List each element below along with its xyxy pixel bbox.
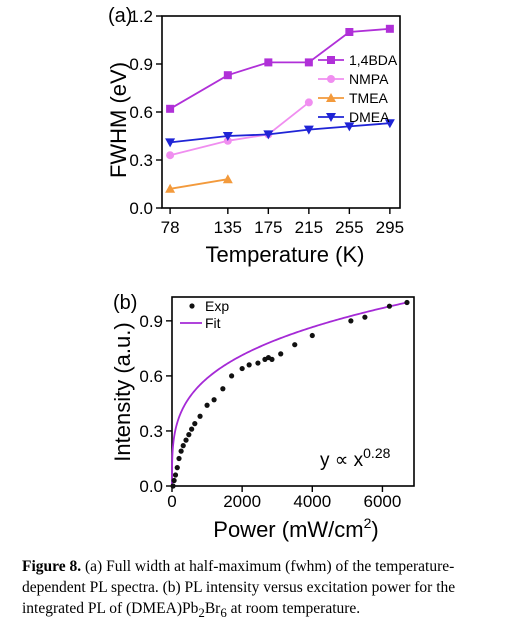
- chart-b-data-point: [348, 318, 354, 324]
- chart-b-legend-label: Fit: [205, 315, 221, 331]
- chart-b-x-tick-label: 0: [167, 492, 176, 511]
- chart-a-data-point: [166, 151, 175, 160]
- chart-a-data-point: [345, 28, 354, 36]
- caption-text: (a) Full width at half-maximum (fwhm) of…: [22, 558, 456, 617]
- chart-a-legend-label: NMPA: [349, 71, 389, 87]
- chart-b-data-point: [171, 477, 177, 484]
- chart-b-panel-label: (b): [113, 292, 137, 314]
- chart-a-data-point: [304, 98, 313, 107]
- chart-a-x-tick-label: 175: [254, 218, 282, 237]
- chart-b-data-point: [362, 314, 368, 320]
- chart-b-x-tick-label: 4000: [293, 492, 331, 511]
- chart-b-data-point: [186, 432, 192, 438]
- chart-a-legend-label: DMEA: [349, 109, 390, 125]
- chart-b-data-point: [189, 426, 195, 432]
- chart-a-x-tick-label: 295: [376, 218, 404, 237]
- chart-b-data-point: [197, 413, 203, 419]
- chart-b-data-point: [220, 386, 226, 392]
- chart-a-x-tick-label: 78: [161, 218, 180, 237]
- chart-b-y-tick-label: 0.9: [139, 312, 163, 331]
- chart-a-x-axis-label: Temperature (K): [206, 242, 365, 267]
- chart-b-data-point: [170, 483, 176, 489]
- chart-b-data-point: [174, 465, 180, 471]
- chart-a-legend-marker: [327, 56, 335, 64]
- chart-a-series-line-1: [169, 101, 310, 157]
- chart-b-data-point: [386, 303, 393, 309]
- chart-a-data-point: [223, 71, 232, 80]
- figure-caption: Figure 8. (a) Full width at half-maximum…: [22, 558, 456, 621]
- chart-b-data-point: [239, 365, 245, 372]
- chart-a: (a) Temperature (K) FWHM (eV) 78 135 175 21…: [106, 5, 404, 267]
- chart-a-data-point: [385, 24, 394, 33]
- chart-a-data-point: [165, 183, 176, 193]
- chart-a-legend-marker: [326, 93, 336, 102]
- chart-a-y-tick-label: 0.0: [129, 199, 153, 218]
- chart-a-data-point: [304, 58, 313, 67]
- chart-b-data-point: [229, 373, 235, 379]
- chart-a-series-line-0: [169, 27, 390, 110]
- chart-b-data-point: [278, 351, 284, 357]
- chart-b-data-point: [172, 472, 179, 478]
- chart-b-data-point: [292, 342, 298, 348]
- chart-b-fit-annotation: y ∝ x0.28: [320, 445, 391, 471]
- chart-b-data-point: [246, 362, 252, 368]
- chart-b-legend-marker: [189, 303, 195, 309]
- chart-b-frame: [171, 296, 415, 487]
- chart-a-data-point: [222, 132, 233, 141]
- chart-b-data-point: [309, 332, 315, 339]
- chart-a-legend-marker: [326, 113, 336, 122]
- chart-b-data-point: [404, 299, 410, 306]
- chart-b-y-tick-label: 0.0: [139, 477, 163, 496]
- chart-a-data-point: [264, 58, 273, 67]
- chart-a-data-point: [222, 174, 233, 184]
- chart-a-x-tick-label: 135: [214, 218, 242, 237]
- chart-a-data-point: [165, 138, 176, 148]
- chart-b-legend-label: Exp: [205, 298, 229, 314]
- chart-a-data-point: [166, 104, 175, 113]
- chart-a-legend-marker: [327, 75, 335, 83]
- chart-b-data-point: [178, 448, 184, 454]
- chart-a-legend-label: 1,4BDA: [349, 52, 398, 68]
- chart-a-data-point: [384, 119, 395, 129]
- chart-b-x-tick-label: 2000: [223, 492, 261, 511]
- chart-a-series-line-3: [170, 122, 390, 144]
- chart-a-y-tick-label: 1.2: [129, 7, 153, 26]
- chart-a-y-axis-label: FWHM (eV): [106, 62, 131, 178]
- chart-b-data-point: [183, 437, 189, 443]
- chart-a-panel-label: (a): [108, 5, 132, 27]
- chart-b-data-point: [204, 402, 210, 408]
- chart-b-fit-curve: [171, 301, 408, 487]
- chart-b-data-point: [255, 360, 261, 366]
- chart-a-y-tick-label: 0.3: [129, 151, 153, 170]
- chart-b: (b) Power (mW/cm2) Intensity (a.u.) 0 200…: [110, 292, 415, 542]
- chart-a-legend-label: TMEA: [349, 90, 389, 106]
- chart-a-y-tick-label: 0.6: [129, 103, 153, 122]
- chart-b-y-tick-label: 0.3: [139, 422, 163, 441]
- chart-a-data-point: [344, 122, 355, 132]
- chart-a-x-tick-label: 215: [295, 218, 323, 237]
- chart-b-data-point: [269, 356, 275, 362]
- chart-b-y-tick-label: 0.6: [139, 367, 163, 386]
- chart-b-data-point: [176, 455, 182, 462]
- chart-b-data-point: [211, 397, 217, 403]
- chart-b-data-point: [192, 421, 198, 427]
- chart-b-x-axis-label: Power (mW/cm2): [213, 515, 378, 542]
- chart-b-data-point: [180, 443, 186, 449]
- chart-b-y-axis-label: Intensity (a.u.): [110, 322, 135, 461]
- chart-a-data-point: [303, 125, 314, 135]
- chart-a-y-tick-label: 0.9: [129, 55, 153, 74]
- caption-label: Figure 8.: [22, 558, 82, 575]
- chart-a-data-point: [263, 130, 274, 140]
- chart-a-series-line-2: [169, 178, 228, 190]
- chart-b-x-tick-label: 6000: [364, 492, 402, 511]
- chart-a-x-tick-label: 255: [335, 218, 363, 237]
